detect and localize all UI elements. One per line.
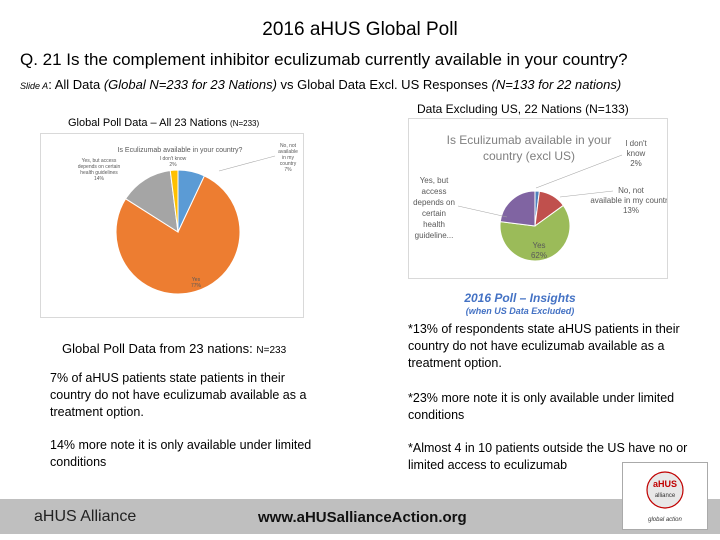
slide-label: Slide A <box>20 81 49 91</box>
logo-ring <box>646 471 684 509</box>
right-label-yes-but: Yes, but access depends on certain health gui… <box>413 176 455 240</box>
global-heading-text: Global Poll Data from 23 nations: <box>62 341 257 356</box>
insights-title: 2016 Poll – Insights <box>464 291 576 305</box>
insight-2: *23% more note it is only available unde… <box>408 391 675 422</box>
right-label-yes: Yes 62% <box>531 241 547 260</box>
footer-bar <box>0 499 720 534</box>
left-chart-heading: Global Poll Data – All 23 Nations (N=233… <box>68 117 259 129</box>
ahus-alliance-logo: aHUS alliance global action <box>622 462 708 530</box>
left-pie-slice-1 <box>115 175 241 295</box>
left-pie-slice-3 <box>169 169 179 233</box>
left-chart-heading-text: Global Poll Data – All 23 Nations <box>68 117 231 129</box>
subtitle-part3: vs Global Data Excl. US Responses <box>276 77 492 92</box>
question-text: Q. 21 Is the complement inhibitor eculiz… <box>20 50 628 69</box>
global-data-heading: Global Poll Data from 23 nations: N=233 <box>62 341 286 356</box>
left-chart-heading-n: (N=233) <box>230 119 260 128</box>
global-text-2: 14% more note it is only available under… <box>50 438 312 469</box>
left-label-yes: Yes 77% <box>191 277 202 289</box>
left-label-yes-but: Yes, but access depends on certain health … <box>78 158 121 182</box>
right-label-no: No, not available in my country 13% <box>590 186 667 215</box>
slide-title: 2016 aHUS Global Poll <box>262 19 458 40</box>
subtitle-colon: : <box>48 77 55 92</box>
right-leader-line-3 <box>457 205 508 218</box>
global-heading-n: N=233 <box>256 345 287 356</box>
right-chart-title-line2: country (excl US) <box>483 149 575 163</box>
subtitle-part2: (Global N=233 for 23 Nations) <box>103 77 277 92</box>
left-label-dont-know: I don't know 2% <box>160 156 187 168</box>
subtitle-part1: All Data <box>54 77 104 92</box>
slide-subtitle: Slide A: All Data (Global N=233 for 23 N… <box>20 77 621 92</box>
insights-subtitle: (when US Data Excluded) <box>465 306 575 316</box>
left-leader-line <box>218 155 276 172</box>
right-chart-title-line1: Is Eculizumab available in your <box>447 133 612 147</box>
right-label-dont-know: I don't know 2% <box>625 139 647 168</box>
left-chart-title: Is Eculizumab available in your country? <box>118 147 243 154</box>
right-leader-line-1 <box>535 154 623 189</box>
right-chart-panel: Is Eculizumab available in your country … <box>408 118 672 279</box>
footer-brand: aHUS Alliance <box>34 508 137 525</box>
footer-website-link[interactable]: www.aHUSallianceAction.org <box>258 509 467 526</box>
right-chart-heading: Data Excluding US, 22 Nations (N=133) <box>417 102 629 116</box>
logo-brand-bottom: global action <box>648 517 682 523</box>
insight-3: *Almost 4 in 10 patients outside the US … <box>408 441 688 472</box>
logo-graphic: aHUS alliance global action <box>646 471 684 523</box>
left-pie-slice-2 <box>124 169 179 233</box>
left-label-no: No, not available in my country 7% <box>278 143 298 173</box>
right-pie-chart: Is Eculizumab available in your country … <box>413 133 672 262</box>
insight-1: *13% of respondents state aHUS patients … <box>408 322 680 370</box>
left-pie-chart: Is Eculizumab available in your country?… <box>78 143 298 295</box>
right-pie-slice-3 <box>499 190 536 227</box>
logo-brand-mid: alliance <box>655 493 676 499</box>
right-pie-slice-2 <box>499 204 571 262</box>
right-leader-line-2 <box>559 190 614 198</box>
logo-brand-top: aHUS <box>653 479 677 489</box>
subtitle-part4: (N=133 for 22 nations) <box>491 77 622 92</box>
left-chart-panel: Is Eculizumab available in your country?… <box>40 133 304 318</box>
global-text-1: 7% of aHUS patients state patients in th… <box>50 371 307 419</box>
